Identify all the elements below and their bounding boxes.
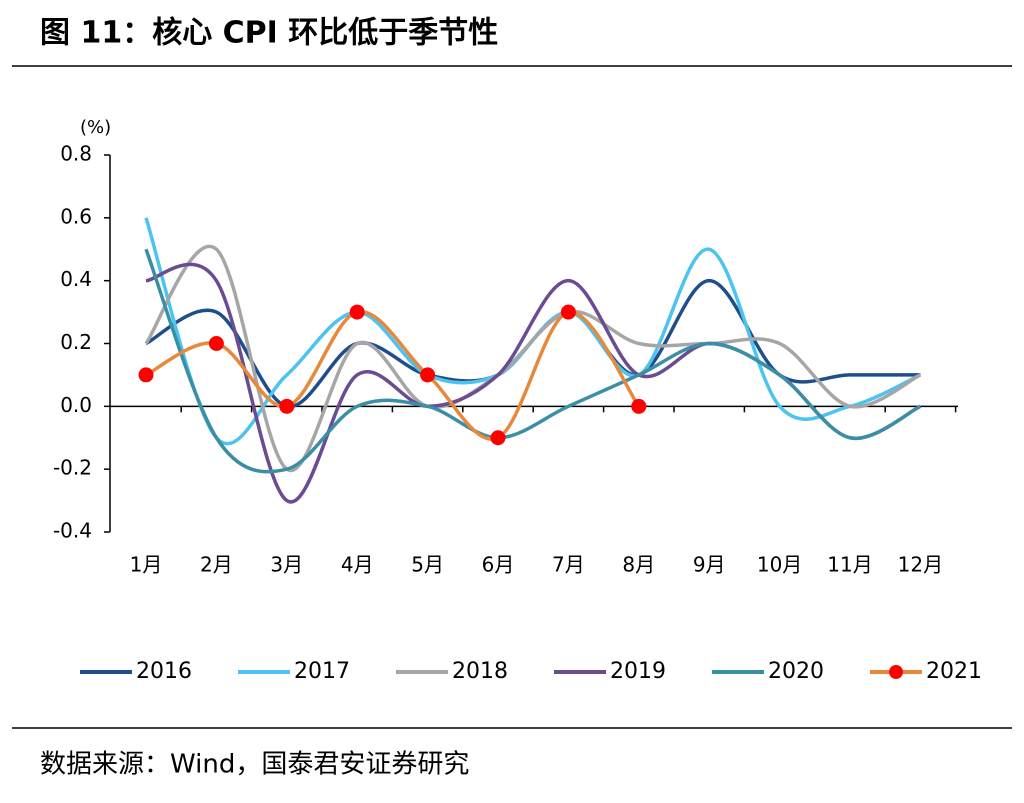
x-tick-label: 2月	[200, 553, 233, 577]
x-tick-label: 9月	[693, 553, 726, 577]
source: 数据来源：Wind，国泰君安证券研究	[40, 750, 469, 780]
y-tick-label: 0.8	[60, 142, 92, 166]
y-tick-label: 0.6	[60, 204, 92, 228]
y-tick-label: -0.2	[53, 456, 92, 480]
y-tick-label: 0.2	[60, 330, 92, 354]
series-marker	[420, 367, 436, 383]
legend-marker	[889, 665, 903, 679]
series-marker	[208, 336, 224, 351]
x-tick-label: 10月	[757, 553, 802, 577]
x-tick-label: 7月	[552, 553, 585, 577]
legend-label: 2018	[452, 659, 508, 684]
series-marker	[349, 304, 365, 320]
y-tick-label: 0.0	[60, 393, 92, 417]
series-marker	[560, 304, 576, 320]
series-marker	[279, 398, 295, 414]
legend-label: 2017	[294, 659, 350, 684]
x-tick-label: 5月	[411, 553, 444, 577]
legend-label: 2021	[926, 659, 982, 684]
chart-title: 图 11：核心 CPI 环比低于季节性	[40, 16, 498, 51]
legend-label: 2019	[610, 659, 666, 684]
x-tick-label: 4月	[341, 553, 374, 577]
legend-label: 2016	[136, 659, 192, 684]
x-tick-label: 1月	[130, 553, 163, 577]
series-line	[145, 310, 641, 441]
series-line	[144, 248, 922, 474]
x-tick-label: 6月	[482, 553, 515, 577]
series-line	[145, 278, 921, 409]
series-marker	[138, 367, 154, 383]
y-tick-label: -0.4	[53, 519, 92, 543]
x-tick-label: 3月	[270, 553, 303, 577]
x-tick-label: 11月	[827, 553, 872, 577]
x-tick-label: 12月	[898, 553, 943, 577]
y-tick-label: 0.4	[60, 267, 92, 291]
series-marker	[490, 430, 506, 446]
legend-label: 2020	[768, 659, 824, 684]
x-tick-label: 8月	[622, 553, 655, 577]
series-marker	[631, 398, 647, 414]
y-axis-label: (%)	[80, 117, 111, 138]
